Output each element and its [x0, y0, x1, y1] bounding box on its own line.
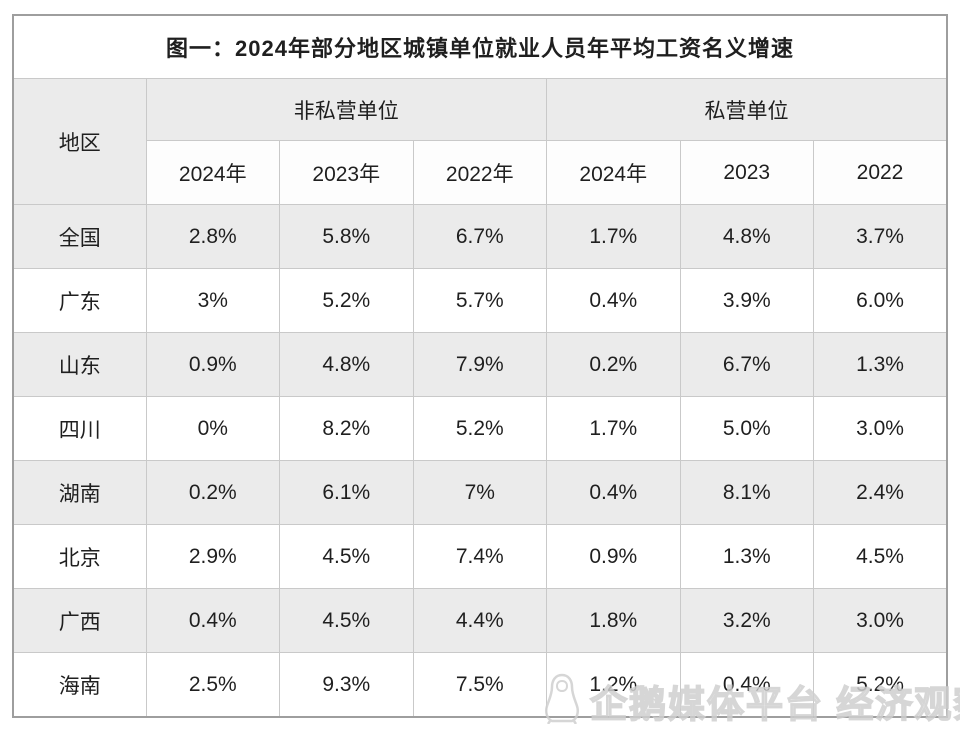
value-cell: 3.2%	[679, 588, 814, 653]
value-cell: 0.4%	[679, 652, 814, 718]
year-header: 2023	[679, 140, 814, 205]
table-row: 湖南 0.2% 6.1% 7% 0.4% 8.1% 2.4%	[12, 460, 948, 525]
value-cell: 4.8%	[679, 204, 814, 269]
value-cell: 3.0%	[813, 588, 948, 653]
value-cell: 8.1%	[679, 460, 814, 525]
region-label: 广西	[12, 588, 147, 653]
value-cell: 8.2%	[279, 396, 414, 461]
value-cell: 5.7%	[412, 268, 547, 333]
value-cell: 2.5%	[145, 652, 280, 718]
value-cell: 5.2%	[279, 268, 414, 333]
year-header: 2023年	[279, 140, 414, 205]
value-cell: 6.7%	[679, 332, 814, 397]
value-cell: 7.9%	[412, 332, 547, 397]
value-cell: 6.0%	[813, 268, 948, 333]
value-cell: 4.5%	[279, 588, 414, 653]
region-label: 海南	[12, 652, 147, 718]
value-cell: 0.9%	[145, 332, 280, 397]
region-column-header: 地区	[12, 78, 147, 205]
value-cell: 1.3%	[679, 524, 814, 589]
group-header-non-private: 非私营单位	[145, 78, 547, 141]
value-cell: 0.4%	[546, 268, 681, 333]
value-cell: 2.9%	[145, 524, 280, 589]
value-cell: 5.2%	[412, 396, 547, 461]
table-year-header-row: 2024年 2023年 2022年 2024年 2023 2022	[13, 140, 948, 205]
value-cell: 1.3%	[813, 332, 948, 397]
wage-growth-table: 图一：2024年部分地区城镇单位就业人员年平均工资名义增速 地区 非私营单位 私…	[12, 14, 948, 718]
value-cell: 4.4%	[412, 588, 547, 653]
table-row: 四川 0% 8.2% 5.2% 1.7% 5.0% 3.0%	[12, 396, 948, 461]
value-cell: 0.4%	[145, 588, 280, 653]
value-cell: 3.7%	[813, 204, 948, 269]
year-header: 2022年	[412, 140, 547, 205]
value-cell: 2.8%	[145, 204, 280, 269]
value-cell: 5.8%	[279, 204, 414, 269]
value-cell: 7.5%	[412, 652, 547, 718]
year-header: 2022	[813, 140, 948, 205]
year-header: 2024年	[546, 140, 681, 205]
table-title-row: 图一：2024年部分地区城镇单位就业人员年平均工资名义增速	[12, 14, 948, 79]
value-cell: 4.5%	[279, 524, 414, 589]
value-cell: 3.0%	[813, 396, 948, 461]
table-row: 广西 0.4% 4.5% 4.4% 1.8% 3.2% 3.0%	[12, 588, 948, 653]
table-title: 图一：2024年部分地区城镇单位就业人员年平均工资名义增速	[12, 14, 948, 79]
table-row: 北京 2.9% 4.5% 7.4% 0.9% 1.3% 4.5%	[12, 524, 948, 589]
value-cell: 0.2%	[546, 332, 681, 397]
value-cell: 0.2%	[145, 460, 280, 525]
region-label: 四川	[12, 396, 147, 461]
value-cell: 0%	[145, 396, 280, 461]
value-cell: 3%	[145, 268, 280, 333]
value-cell: 1.7%	[546, 396, 681, 461]
value-cell: 0.9%	[546, 524, 681, 589]
value-cell: 5.2%	[813, 652, 948, 718]
value-cell: 9.3%	[279, 652, 414, 718]
value-cell: 6.1%	[279, 460, 414, 525]
region-label: 广东	[12, 268, 147, 333]
region-label: 全国	[12, 204, 147, 269]
region-label: 山东	[12, 332, 147, 397]
region-label: 湖南	[12, 460, 147, 525]
value-cell: 3.9%	[679, 268, 814, 333]
value-cell: 2.4%	[813, 460, 948, 525]
value-cell: 1.2%	[546, 652, 681, 718]
value-cell: 6.7%	[412, 204, 547, 269]
table-group-header-row: 地区 非私营单位 私营单位	[12, 78, 948, 205]
value-cell: 1.8%	[546, 588, 681, 653]
value-cell: 7%	[412, 460, 547, 525]
region-label: 北京	[12, 524, 147, 589]
year-header: 2024年	[145, 140, 280, 205]
table-row: 山东 0.9% 4.8% 7.9% 0.2% 6.7% 1.3%	[12, 332, 948, 397]
value-cell: 0.4%	[546, 460, 681, 525]
table-row: 广东 3% 5.2% 5.7% 0.4% 3.9% 6.0%	[12, 268, 948, 333]
table-row: 全国 2.8% 5.8% 6.7% 1.7% 4.8% 3.7%	[12, 204, 948, 269]
value-cell: 5.0%	[679, 396, 814, 461]
table-row: 海南 2.5% 9.3% 7.5% 1.2% 0.4% 5.2%	[12, 652, 948, 718]
value-cell: 7.4%	[412, 524, 547, 589]
value-cell: 4.5%	[813, 524, 948, 589]
value-cell: 4.8%	[279, 332, 414, 397]
value-cell: 1.7%	[546, 204, 681, 269]
group-header-private: 私营单位	[546, 78, 948, 141]
